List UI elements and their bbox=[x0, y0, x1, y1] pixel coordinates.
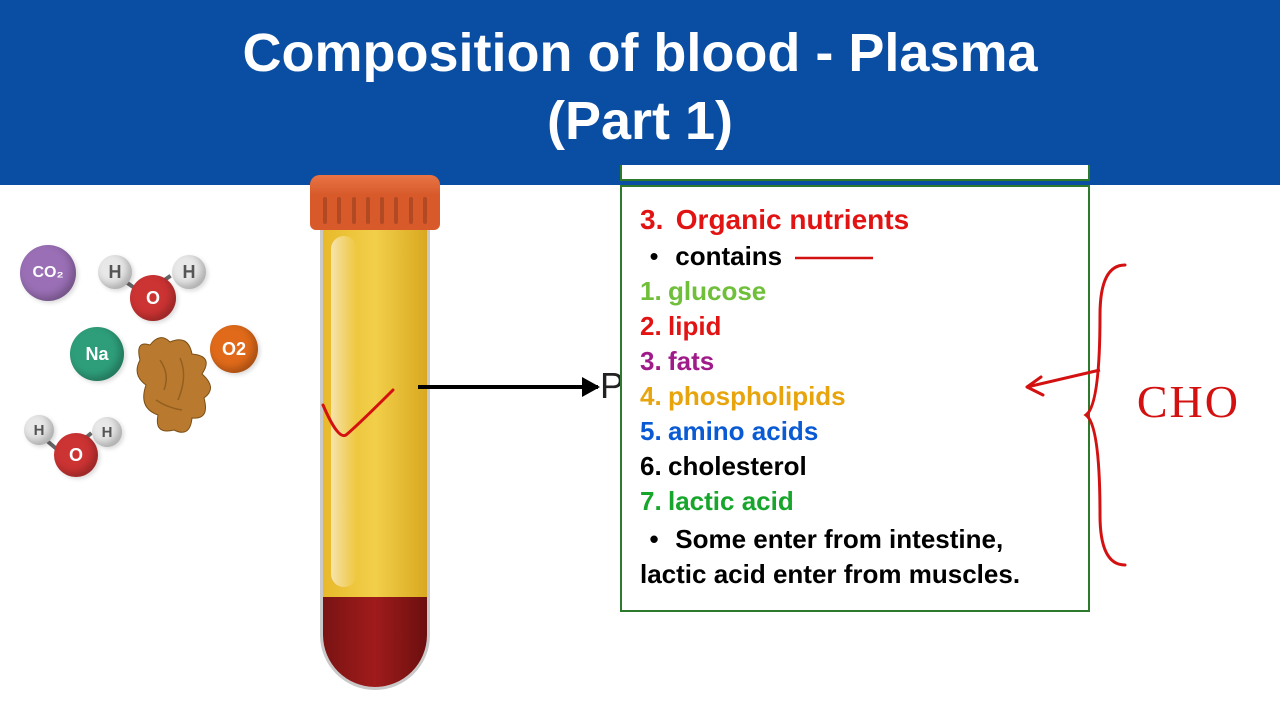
list-item: 5.amino acids bbox=[640, 414, 1070, 449]
co2-molecule-icon: CO₂ bbox=[20, 245, 76, 301]
hydrogen-atom-icon: H bbox=[172, 255, 206, 289]
hydrogen-atom-icon: H bbox=[98, 255, 132, 289]
list-item: 7.lactic acid bbox=[640, 484, 1070, 519]
sodium-atom-icon: Na bbox=[70, 327, 124, 381]
title-text: Organic nutrients bbox=[676, 204, 909, 235]
list-item: 3.fats bbox=[640, 344, 1070, 379]
title-line-1: Composition of blood - Plasma bbox=[243, 23, 1038, 83]
box-title: 3. Organic nutrients bbox=[640, 201, 1070, 239]
oxygen-atom-icon: O bbox=[54, 433, 98, 477]
list-item: 6.cholesterol bbox=[640, 449, 1070, 484]
blood-layer-icon bbox=[323, 597, 427, 687]
cho-annotation: CHO bbox=[1137, 375, 1240, 428]
footer-text: Some enter from intestine, lactic acid e… bbox=[640, 524, 1020, 589]
box-footer: • Some enter from intestine, lactic acid… bbox=[640, 522, 1070, 592]
hydrogen-atom-icon: H bbox=[24, 415, 54, 445]
cho-arrow-icon bbox=[1015, 355, 1105, 405]
diagram-area: CO₂ O H H Na O2 O H H Plasma (55%) bbox=[0, 185, 1280, 715]
lead-line-icon bbox=[789, 248, 879, 268]
bullet-icon: • bbox=[640, 522, 668, 557]
tube-body-icon bbox=[320, 230, 430, 690]
hydrogen-atom-icon: H bbox=[92, 417, 122, 447]
tube-cap-icon bbox=[310, 175, 440, 230]
list-item: 2.lipid bbox=[640, 309, 1070, 344]
checkmark-annotation-icon bbox=[318, 385, 398, 455]
list-item: 1.glucose bbox=[640, 274, 1070, 309]
brace-icon bbox=[1080, 255, 1140, 575]
title-banner: Composition of blood - Plasma (Part 1) bbox=[0, 0, 1280, 185]
items-list: 1.glucose2.lipid3.fats4.phospholipids5.a… bbox=[640, 274, 1070, 520]
title-number: 3. bbox=[640, 201, 668, 239]
plasma-arrow-icon bbox=[418, 385, 598, 389]
organic-blob-icon bbox=[130, 330, 220, 440]
bullet-icon: • bbox=[640, 239, 668, 274]
lead-text: contains bbox=[675, 241, 782, 271]
title-line-2: (Part 1) bbox=[547, 91, 733, 151]
molecule-cluster: CO₂ O H H Na O2 O H H bbox=[20, 235, 270, 485]
box-top-slice bbox=[620, 165, 1090, 181]
list-item: 4.phospholipids bbox=[640, 379, 1070, 414]
oxygen-atom-icon: O bbox=[130, 275, 176, 321]
page-title: Composition of blood - Plasma (Part 1) bbox=[10, 20, 1270, 155]
box-lead: • contains bbox=[640, 239, 1070, 274]
